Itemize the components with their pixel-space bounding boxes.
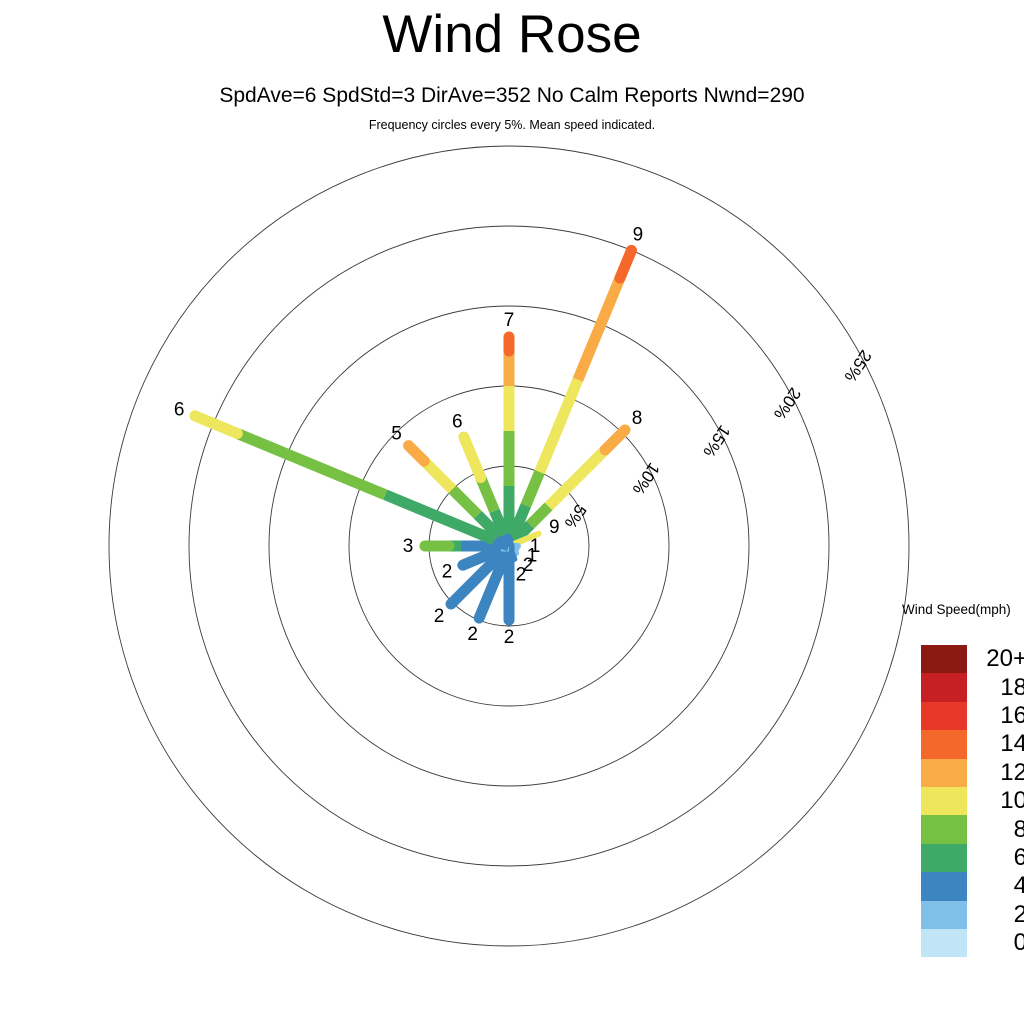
- legend-row: 16: [921, 701, 1024, 731]
- legend-label: 20+: [986, 645, 1024, 673]
- legend-label: 0: [1013, 929, 1024, 957]
- legend-label: 2: [1013, 900, 1024, 928]
- legend-row: 4: [921, 872, 1024, 901]
- mean-speed-label: 2: [442, 562, 453, 583]
- legend-row: 20+: [921, 645, 1024, 674]
- legend-swatch: [921, 872, 967, 901]
- ring-label: 10%: [629, 459, 664, 498]
- legend-label: 18: [1000, 673, 1024, 701]
- petal-segment: [572, 275, 626, 382]
- ring-label: 25%: [841, 347, 876, 386]
- petal-segment: [420, 457, 457, 494]
- mean-speed-label: 3: [403, 536, 414, 557]
- ring-label: 20%: [770, 384, 805, 423]
- frequency-note: Frequency circles every 5%. Mean speed i…: [368, 118, 656, 132]
- legend-swatch: [921, 928, 967, 958]
- frequency-ring: [108, 145, 910, 947]
- legend-row: 8: [921, 815, 1024, 844]
- mean-speed-label: 6: [174, 399, 185, 420]
- mean-speed-label: 2: [523, 555, 534, 576]
- petal-segment: [458, 431, 487, 484]
- ring-labels: 5% 10% 15% 20% 25%: [561, 347, 876, 532]
- mean-speed-label: 2: [504, 627, 515, 648]
- page-title: Wind Rose: [382, 5, 642, 64]
- legend-swatch: [921, 815, 967, 844]
- legend-label: 12: [1000, 758, 1024, 786]
- ring-label: 5%: [561, 501, 590, 532]
- ring-label: 15%: [699, 422, 734, 461]
- legend-row: 2: [921, 900, 1024, 929]
- petal-segment: [526, 502, 553, 529]
- legend-row: 14: [921, 730, 1024, 759]
- mean-speed-label: 2: [434, 606, 445, 627]
- legend-label: 8: [1013, 815, 1024, 843]
- petal-segment: [489, 508, 510, 538]
- mean-speed-label: 6: [452, 411, 463, 432]
- mean-speed-label: 9: [549, 517, 560, 538]
- mean-speed-label: 1: [527, 546, 538, 567]
- mean-speed-label: 9: [633, 225, 644, 246]
- petal-segment: [510, 520, 535, 545]
- stats-subtitle: SpdAve=6 SpdStd=3 DirAve=352 No Calm Rep…: [219, 84, 805, 107]
- frequency-ring: [188, 225, 830, 867]
- legend-swatch: [921, 673, 967, 702]
- mean-speed-label: 8: [632, 408, 643, 429]
- legend-row: 6: [921, 843, 1024, 873]
- legend-row: 10: [921, 786, 1024, 816]
- legend-label: 6: [1013, 843, 1024, 871]
- petal-segment: [403, 440, 430, 467]
- legend-row: 0: [921, 928, 1024, 958]
- petal-segment: [235, 428, 388, 500]
- mean-speed-label: 7: [504, 310, 515, 331]
- legend-swatch: [921, 843, 967, 873]
- petal-segment: [475, 475, 500, 513]
- wind-speed-legend: 20+ 18 16 14 12 10 8 6 4 2 0: [921, 645, 1024, 958]
- petal-segment: [507, 503, 531, 539]
- petal-segment: [599, 424, 631, 456]
- legend-label: 4: [1013, 872, 1024, 900]
- mean-speed-label: 2: [467, 624, 478, 645]
- petal-segment: [520, 469, 545, 508]
- legend-swatch: [921, 730, 967, 759]
- legend-row: 12: [921, 758, 1024, 787]
- mean-speed-label: 1: [530, 536, 541, 557]
- legend-swatch: [921, 645, 967, 674]
- petal-segment: [544, 445, 610, 511]
- petal-segment: [448, 485, 482, 519]
- mean-speed-label: 5: [391, 424, 402, 445]
- legend-label: 14: [1000, 730, 1024, 758]
- frequency-ring: [268, 305, 750, 787]
- legend-label: 16: [1000, 701, 1024, 729]
- legend-label: 10: [1000, 787, 1024, 815]
- petal-segment: [511, 530, 542, 547]
- legend-swatch: [921, 900, 967, 929]
- wind-petals: [189, 244, 637, 626]
- legend-swatch: [921, 701, 967, 731]
- petal-segment: [614, 244, 637, 284]
- petal-segment: [473, 510, 503, 540]
- petal-segment: [534, 377, 583, 475]
- legend-row: 18: [921, 673, 1024, 702]
- legend-swatch: [921, 786, 967, 816]
- legend-swatch: [921, 758, 967, 787]
- petal-segment: [499, 532, 515, 549]
- legend-title: Wind Speed(mph): [902, 602, 1011, 617]
- petal-segment: [383, 489, 497, 545]
- mean-speed-label: 2: [516, 565, 527, 586]
- petal-segment: [189, 410, 243, 439]
